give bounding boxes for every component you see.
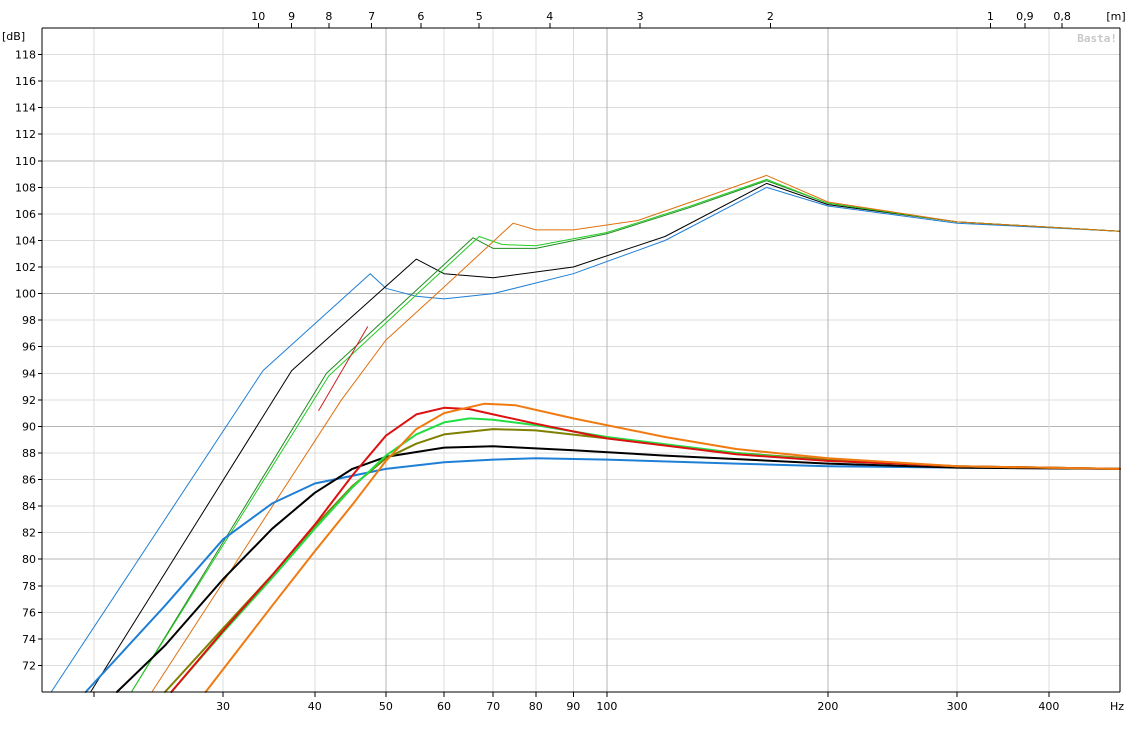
y-tick-label: 96 <box>22 341 36 354</box>
series-line <box>318 326 369 411</box>
top-tick-label: 0,8 <box>1053 10 1071 23</box>
y-unit-label: [dB] <box>2 30 25 43</box>
top-tick-label: 5 <box>476 10 483 23</box>
y-tick-label: 78 <box>22 580 36 593</box>
x-tick-label: 60 <box>437 700 451 713</box>
y-tick-label: 84 <box>22 500 36 513</box>
x-tick-label: 50 <box>379 700 393 713</box>
x-tick-label: 100 <box>596 700 617 713</box>
series-line <box>84 457 1121 693</box>
y-tick-label: 90 <box>22 420 36 433</box>
y-tick-label: 92 <box>22 394 36 407</box>
top-tick-label: 9 <box>288 10 295 23</box>
y-tick-label: 114 <box>15 102 36 115</box>
y-tick-label: 100 <box>15 288 36 301</box>
y-tick-label: 116 <box>15 75 36 88</box>
top-tick-label: 4 <box>546 10 553 23</box>
x-tick-label: 400 <box>1038 700 1059 713</box>
x-tick-label: 40 <box>308 700 322 713</box>
x-unit-label: Hz <box>1110 700 1124 713</box>
x-tick-label: 80 <box>529 700 543 713</box>
series-line <box>204 402 1121 693</box>
y-tick-label: 82 <box>22 527 36 540</box>
x-tick-label: 90 <box>566 700 580 713</box>
series-line <box>170 406 1121 693</box>
y-tick-label: 80 <box>22 553 36 566</box>
top-tick-label: 7 <box>368 10 375 23</box>
series-line <box>90 182 1121 693</box>
y-tick-label: 94 <box>22 367 36 380</box>
y-tick-label: 110 <box>15 155 36 168</box>
x-tick-label: 30 <box>216 700 230 713</box>
series-line <box>151 174 1121 693</box>
top-tick-label: 3 <box>637 10 644 23</box>
y-tick-label: 72 <box>22 659 36 672</box>
series-layer <box>50 174 1121 693</box>
x-tick-label: 70 <box>486 700 500 713</box>
y-tick-label: 106 <box>15 208 36 221</box>
top-unit-label: [m] <box>1106 10 1125 23</box>
y-tick-label: 112 <box>15 128 36 141</box>
top-tick-label: 1 <box>987 10 994 23</box>
y-tick-label: 98 <box>22 314 36 327</box>
y-tick-label: 88 <box>22 447 36 460</box>
series-line <box>50 186 1121 693</box>
labels-layer: 7274767880828486889092949698100102104106… <box>2 10 1126 713</box>
x-tick-label: 300 <box>947 700 968 713</box>
top-tick-label: 6 <box>417 10 424 23</box>
top-tick-label: 10 <box>251 10 265 23</box>
series-line <box>130 178 1121 693</box>
top-tick-label: 8 <box>325 10 332 23</box>
y-tick-label: 76 <box>22 606 36 619</box>
y-tick-label: 74 <box>22 633 36 646</box>
x-tick-label: 200 <box>817 700 838 713</box>
y-tick-label: 104 <box>15 234 36 247</box>
axes-layer <box>38 23 1121 697</box>
y-tick-label: 118 <box>15 49 36 62</box>
top-tick-label: 0,9 <box>1016 10 1034 23</box>
y-tick-label: 86 <box>22 474 36 487</box>
series-line <box>115 445 1121 693</box>
y-tick-label: 108 <box>15 181 36 194</box>
y-tick-label: 102 <box>15 261 36 274</box>
top-tick-label: 2 <box>767 10 774 23</box>
watermark-logo: Basta! <box>1077 32 1117 45</box>
grid-lines <box>42 27 1120 693</box>
